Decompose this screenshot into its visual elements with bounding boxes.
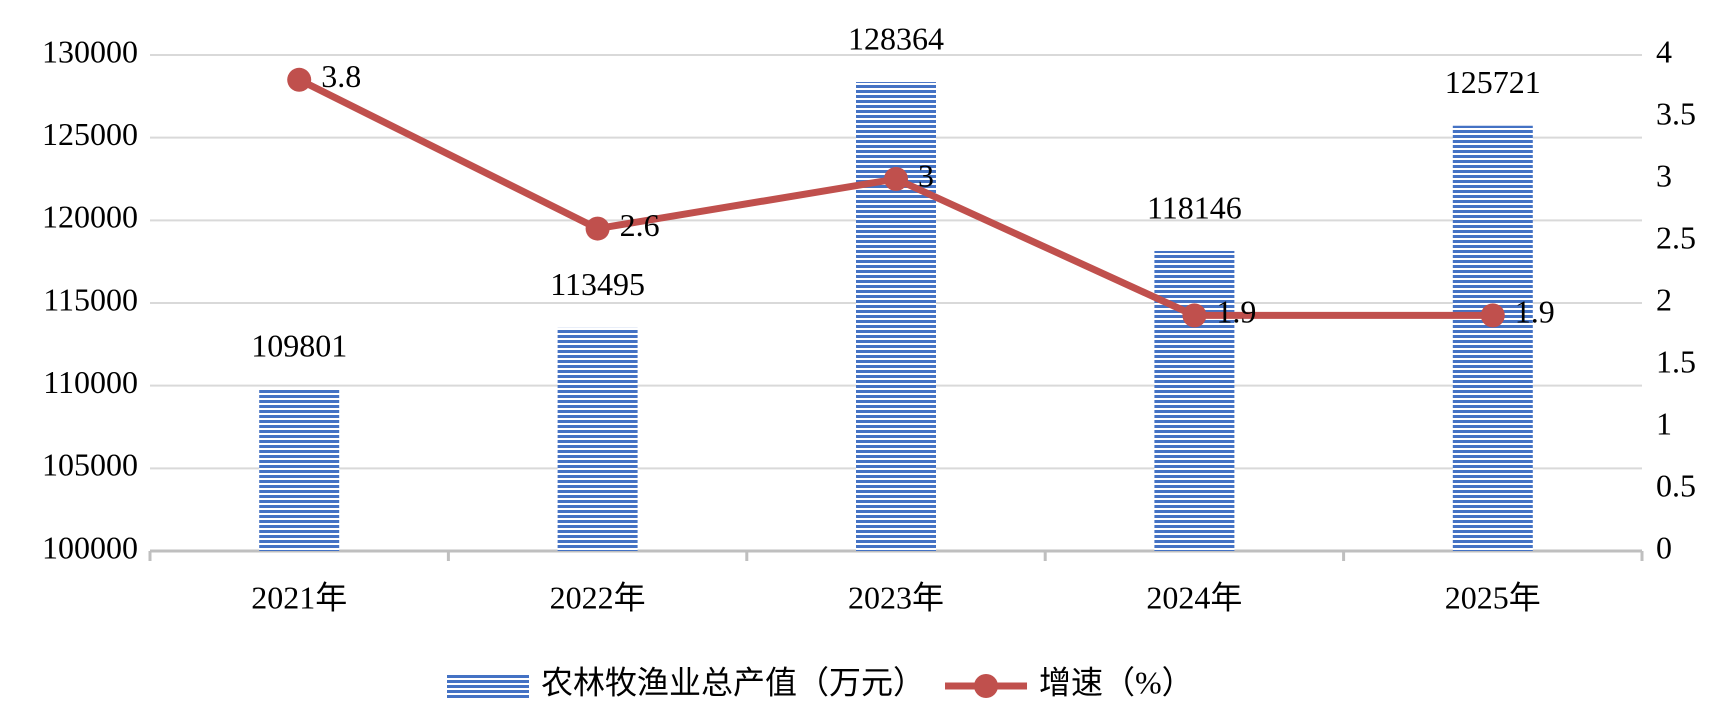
legend-label: 增速（%）: [1039, 664, 1194, 700]
y-tick-label: 115000: [43, 281, 138, 317]
y2-tick-label: 4: [1656, 33, 1672, 69]
line-value-label: 1.9: [1216, 294, 1256, 330]
line-value-label: 3: [918, 157, 934, 193]
y2-tick-label: 2.5: [1656, 219, 1696, 255]
bar: [856, 82, 936, 552]
bar-value-label: 128364: [848, 20, 944, 56]
bar-value-label: 109801: [251, 327, 347, 363]
bar: [1452, 125, 1533, 552]
legend-label: 农林牧渔业总产值（万元）: [541, 664, 925, 700]
y2-tick-label: 3: [1656, 157, 1672, 193]
y-tick-label: 125000: [42, 116, 138, 152]
bar-value-label: 125721: [1445, 64, 1541, 100]
y-tick-label: 105000: [42, 447, 138, 483]
y2-tick-label: 2: [1656, 281, 1672, 317]
y2-tick-label: 3.5: [1656, 95, 1696, 131]
y2-tick-label: 1: [1656, 405, 1672, 441]
line-value-label: 1.9: [1515, 294, 1555, 330]
line-point: [1182, 303, 1207, 328]
x-tick-label: 2024年: [1146, 579, 1242, 615]
line-point: [287, 67, 312, 92]
bar-value-label: 113495: [550, 266, 645, 302]
legend-marker: [974, 674, 999, 698]
line-point: [884, 167, 908, 191]
line-value-label: 2.6: [620, 207, 660, 243]
line-value-label: 3.8: [321, 58, 361, 94]
x-tick-label: 2021年: [251, 579, 347, 615]
bar: [259, 388, 340, 551]
y2-tick-label: 0.5: [1656, 467, 1696, 503]
x-tick-label: 2025年: [1445, 579, 1541, 615]
y-tick-label: 110000: [43, 364, 138, 400]
bar: [557, 327, 638, 551]
legend-swatch: [447, 674, 529, 698]
y2-tick-label: 1.5: [1656, 343, 1696, 379]
line-point: [585, 216, 610, 241]
bar-value-label: 118146: [1147, 189, 1242, 225]
y-tick-label: 100000: [42, 529, 138, 565]
y-tick-label: 120000: [42, 199, 138, 235]
x-tick-label: 2023年: [848, 579, 944, 615]
y2-tick-label: 0: [1656, 529, 1672, 565]
x-tick-label: 2022年: [550, 579, 646, 615]
line-point: [1480, 303, 1505, 328]
y-tick-label: 130000: [42, 33, 138, 69]
